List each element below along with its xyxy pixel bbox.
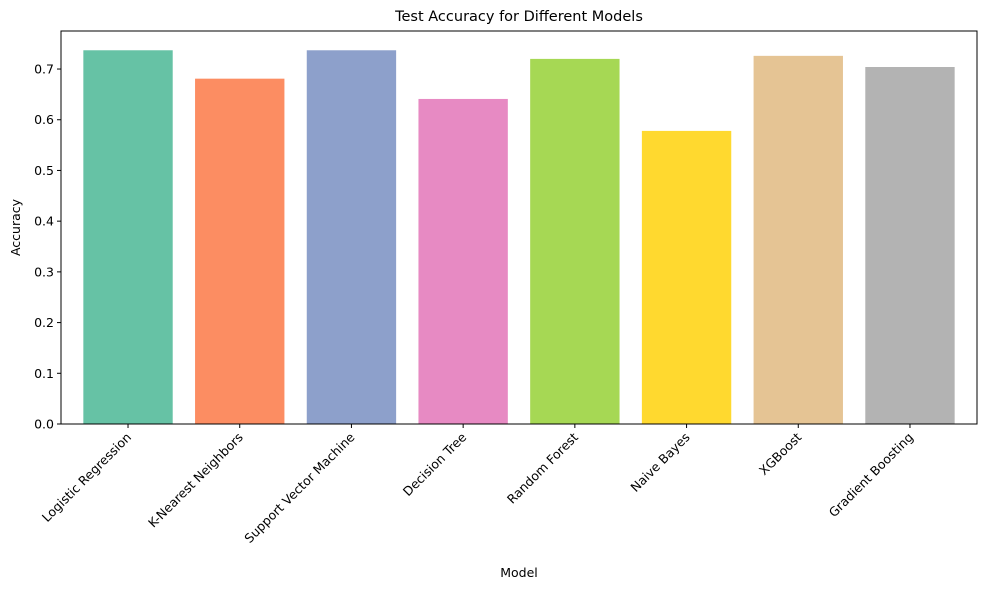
y-tick-label: 0.4 [34,214,54,229]
x-axis-label: Model [500,565,538,580]
x-tick-label: Gradient Boosting [826,430,917,521]
x-tick-label: Logistic Regression [39,430,134,525]
bar [418,98,508,424]
x-tick-label: K-Nearest Neighbors [145,430,246,531]
y-tick-label: 0.7 [34,62,54,77]
y-tick-label: 0.2 [34,315,54,330]
bar [195,78,285,425]
chart-title: Test Accuracy for Different Models [394,9,643,25]
x-tick-label: Naive Bayes [627,430,692,495]
y-tick-label: 0.5 [34,163,54,178]
bar [530,58,620,424]
y-axis: 0.0 0.1 0.2 0.3 0.4 0.5 0.6 0.7 [34,62,61,432]
bar [306,50,397,425]
y-tick-label: 0.1 [34,366,54,381]
x-tick-label: Support Vector Machine [241,429,358,546]
bar [83,50,173,425]
bar [865,67,955,424]
y-tick-label: 0.3 [34,264,54,279]
y-tick-label: 0.6 [34,112,54,127]
bars-layer [83,50,955,425]
bar [753,55,843,424]
x-tick-label: Decision Tree [400,429,470,499]
y-tick-label: 0.0 [34,417,54,432]
bar [641,130,732,424]
y-axis-label: Accuracy [8,198,23,256]
x-tick-label: XGBoost [756,429,805,478]
x-tick-label: Random Forest [504,429,581,506]
x-axis: Logistic Regression K-Nearest NeighborsSu… [39,424,916,546]
plot-frame [60,30,978,425]
